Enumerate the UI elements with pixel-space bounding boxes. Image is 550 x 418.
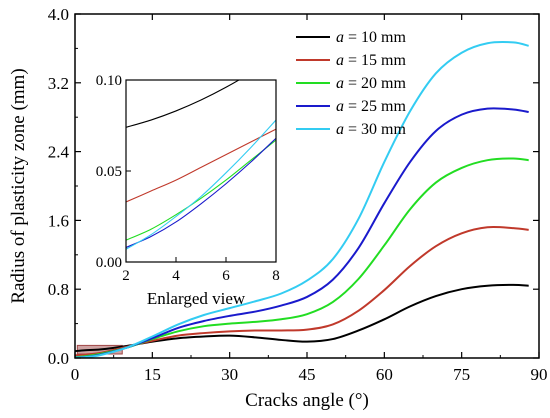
inset-title: Enlarged view bbox=[147, 289, 246, 308]
inset-y-tick-label: 0.00 bbox=[96, 255, 122, 271]
y-tick-label: 0.0 bbox=[48, 349, 69, 368]
inset-y-tick-label: 0.10 bbox=[96, 73, 122, 89]
main-series-lines bbox=[74, 41, 529, 359]
inset-background bbox=[126, 80, 276, 262]
inset-series-line-3 bbox=[126, 139, 276, 241]
inset-series-line-5 bbox=[126, 119, 276, 250]
inset-x-tick-label: 6 bbox=[222, 268, 230, 284]
legend-label: a = 10 mm bbox=[336, 29, 406, 46]
legend: a = 10 mm a = 15 mm a = 20 mm a = 25 mm a = … bbox=[296, 29, 406, 138]
y-tick-label: 3.2 bbox=[48, 74, 69, 93]
main-y-ticks: 0.0 0.8 1.6 2.4 3.2 4.0 bbox=[48, 5, 539, 368]
x-tick-label: 15 bbox=[144, 365, 161, 384]
inset-y-ticks: 0.00 0.05 0.10 bbox=[96, 73, 131, 271]
y-tick-label: 1.6 bbox=[48, 211, 69, 230]
x-axis-title: Cracks angle (°) bbox=[245, 390, 369, 411]
main-x-ticks: 0 15 30 45 60 75 90 bbox=[71, 14, 548, 384]
y-axis-title: Radius of plasticity zone (mm) bbox=[8, 68, 29, 303]
y-tick-label: 0.8 bbox=[48, 280, 69, 299]
x-tick-label: 75 bbox=[453, 365, 470, 384]
legend-label: a = 15 mm bbox=[336, 52, 406, 69]
x-tick-label: 30 bbox=[221, 365, 238, 384]
y-tick-label: 2.4 bbox=[48, 143, 70, 162]
inset-series-line-1 bbox=[126, 80, 240, 128]
x-tick-label: 60 bbox=[376, 365, 393, 384]
inset-chart: 2 4 6 8 0.00 0.05 0.10 Enlarged view bbox=[96, 73, 280, 308]
x-tick-label: 45 bbox=[299, 365, 316, 384]
inset-x-tick-label: 4 bbox=[172, 268, 180, 284]
legend-label: a = 25 mm bbox=[336, 98, 406, 115]
x-tick-label: 0 bbox=[71, 365, 80, 384]
x-tick-label: 90 bbox=[531, 365, 548, 384]
inset-series-line-2 bbox=[126, 128, 276, 203]
inset-x-tick-label: 8 bbox=[272, 268, 280, 284]
series-line-5 bbox=[74, 41, 529, 359]
inset-series-line-4 bbox=[126, 137, 276, 248]
y-tick-label: 4.0 bbox=[48, 5, 69, 24]
legend-label: a = 30 mm bbox=[336, 121, 406, 138]
legend-label: a = 20 mm bbox=[336, 75, 406, 92]
inset-x-ticks: 2 4 6 8 bbox=[122, 257, 280, 284]
inset-x-tick-label: 2 bbox=[122, 268, 130, 284]
inset-series-lines bbox=[126, 80, 276, 250]
inset-y-tick-label: 0.05 bbox=[96, 164, 122, 180]
